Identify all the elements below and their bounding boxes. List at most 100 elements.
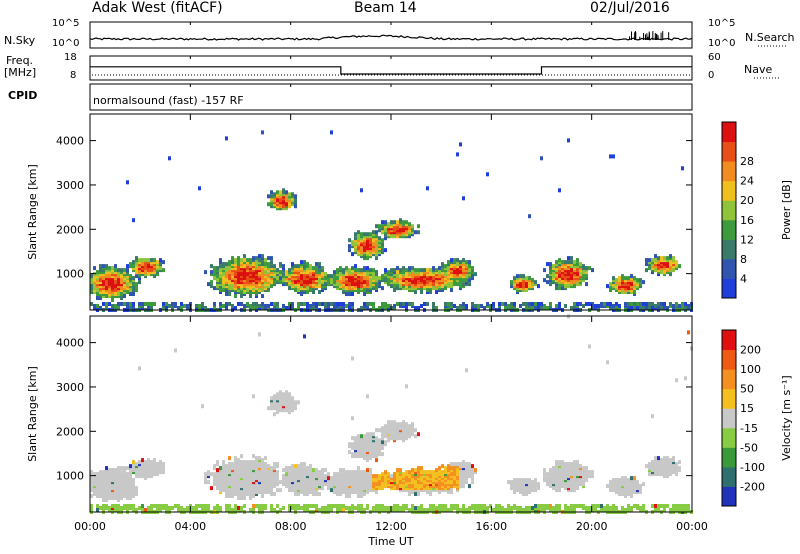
heatmap-cell: [348, 248, 351, 253]
nsky-series-line: [89, 34, 693, 41]
heatmap-cell: [111, 304, 114, 308]
heatmap-cell: [141, 458, 144, 463]
heatmap-cell: [237, 496, 240, 500]
heatmap-cell: [267, 194, 270, 199]
heatmap-cell: [165, 302, 168, 306]
heatmap-cell: [315, 504, 318, 508]
heatmap-cell: [261, 260, 264, 265]
heatmap-cell: [90, 494, 93, 498]
heatmap-cell: [240, 506, 243, 510]
heatmap-cell: [264, 258, 267, 263]
heatmap-cell: [519, 506, 522, 510]
heatmap-cell: [435, 290, 438, 294]
heatmap-cell: [120, 268, 123, 273]
heatmap-cell: [270, 190, 273, 195]
heatmap-cell: [426, 186, 429, 191]
heatmap-cell: [462, 302, 465, 306]
heatmap-cell: [426, 508, 429, 512]
heatmap-cell: [342, 268, 345, 273]
heatmap-cell: [594, 504, 597, 508]
heatmap-cell: [300, 292, 303, 296]
heatmap-cell: [276, 504, 279, 508]
heatmap-cell: [93, 266, 96, 271]
heatmap-cell: [120, 466, 123, 471]
heatmap-cell: [258, 456, 261, 461]
heatmap-cell: [360, 504, 363, 508]
heatmap-cell: [327, 274, 330, 279]
heatmap-cell: [534, 478, 537, 483]
heatmap-cell: [336, 492, 339, 496]
heatmap-cell: [177, 504, 180, 508]
heatmap-cell: [420, 268, 423, 273]
heatmap-cell: [681, 166, 684, 171]
heatmap-cell: [468, 462, 471, 467]
heatmap-cell: [123, 268, 126, 273]
heatmap-cell: [303, 264, 306, 269]
heatmap-cell: [381, 472, 384, 477]
heatmap-cell: [555, 260, 558, 265]
heatmap-cell: [396, 468, 399, 473]
heatmap-cell: [114, 304, 117, 308]
heatmap-cell: [546, 472, 549, 477]
heatmap-cell: [639, 278, 642, 283]
heatmap-cell: [528, 276, 531, 281]
heatmap-cell: [639, 484, 642, 489]
heatmap-cell: [279, 262, 282, 267]
heatmap-cell: [207, 470, 210, 475]
heatmap-cell: [105, 466, 108, 471]
heatmap-cell: [606, 484, 609, 489]
heatmap-cell: [369, 232, 372, 237]
heatmap-cell: [462, 282, 465, 287]
heatmap-cell: [126, 264, 129, 269]
heatmap-cell: [678, 304, 681, 308]
heatmap-cell: [276, 488, 279, 493]
heatmap-cell: [618, 304, 621, 308]
heatmap-cell: [324, 302, 327, 306]
heatmap-cell: [399, 468, 402, 473]
heatmap-cell: [396, 302, 399, 306]
heatmap-cell: [627, 478, 630, 483]
heatmap-cell: [627, 276, 630, 281]
heatmap-cell: [504, 508, 507, 512]
heatmap-cell: [639, 302, 642, 306]
heatmap-cell: [288, 466, 291, 471]
heatmap-cell: [363, 266, 366, 271]
heatmap-cell: [387, 304, 390, 308]
heatmap-cell: [684, 302, 687, 306]
heatmap-cell: [270, 466, 273, 471]
heatmap-cell: [468, 282, 471, 287]
heatmap-cell: [660, 458, 663, 463]
heatmap-cell: [144, 508, 147, 512]
heatmap-cell: [231, 304, 234, 308]
heatmap-cell: [135, 288, 138, 292]
heatmap-cell: [174, 302, 177, 306]
heatmap-cell: [141, 258, 144, 263]
heatmap-cell: [351, 504, 354, 508]
heatmap-cell: [384, 220, 387, 225]
heatmap-cell: [405, 384, 408, 389]
heatmap-cell: [378, 306, 381, 310]
heatmap-cell: [279, 508, 282, 512]
heatmap-cell: [636, 302, 639, 306]
heatmap-cell: [153, 258, 156, 263]
heatmap-cell: [375, 428, 378, 433]
heatmap-cell: [354, 264, 357, 269]
heatmap-cell: [525, 506, 528, 510]
heatmap-cell: [513, 302, 516, 306]
heatmap-cell: [408, 424, 411, 429]
heatmap-cell: [378, 428, 381, 433]
heatmap-cell: [660, 302, 663, 306]
heatmap-cell: [378, 474, 381, 479]
heatmap-cell: [357, 234, 360, 239]
heatmap-cell: [609, 484, 612, 489]
heatmap-cell: [561, 286, 564, 291]
heatmap-cell: [639, 490, 642, 494]
heatmap-cell: [360, 306, 363, 310]
heatmap-cell: [129, 274, 132, 279]
heatmap-cell: [666, 456, 669, 461]
heatmap-cell: [552, 486, 555, 491]
heatmap-cell: [666, 306, 669, 310]
heatmap-cell: [225, 136, 228, 141]
heatmap-cell: [303, 466, 306, 471]
